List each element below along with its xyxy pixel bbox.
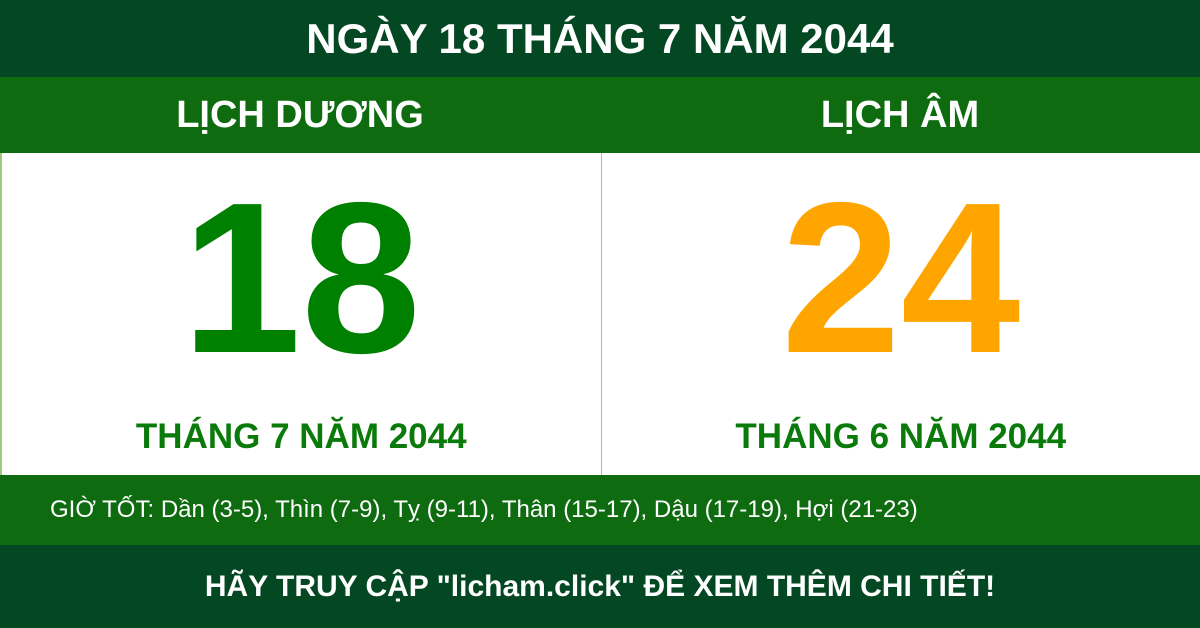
calendar-header: LỊCH DƯƠNG LỊCH ÂM [0, 77, 1200, 153]
solar-day: 18 [181, 157, 421, 398]
lunar-calendar-label: LỊCH ÂM [820, 94, 980, 136]
calendar-body: 18 THÁNG 7 NĂM 2044 24 THÁNG 6 NĂM 2044 [0, 153, 1200, 475]
lunar-column: 24 THÁNG 6 NĂM 2044 [602, 153, 1200, 475]
lunar-month-year: THÁNG 6 NĂM 2044 [735, 417, 1067, 456]
solar-column: 18 THÁNG 7 NĂM 2044 [2, 153, 602, 475]
good-hours: GIỜ TỐT: Dần (3-5), Thìn (7-9), Tỵ (9-11… [0, 475, 1200, 545]
lunar-day: 24 [781, 157, 1021, 398]
solar-calendar-label: LỊCH DƯƠNG [176, 94, 424, 136]
page-title: NGÀY 18 THÁNG 7 NĂM 2044 [0, 0, 1200, 77]
footer-cta: HÃY TRUY CẬP "licham.click" ĐỂ XEM THÊM … [0, 545, 1200, 628]
solar-month-year: THÁNG 7 NĂM 2044 [135, 417, 467, 456]
